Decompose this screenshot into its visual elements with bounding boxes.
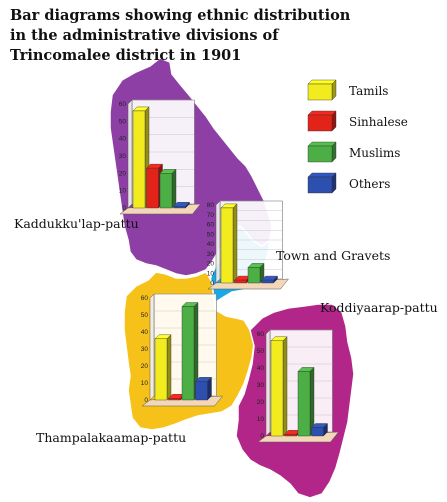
chart-tick-label: 30 [207, 251, 215, 258]
chart-bar-others [195, 376, 212, 401]
chart-bar-muslims [297, 366, 315, 437]
chart-bar-muslims [247, 262, 265, 284]
chart-tick-label: 10 [207, 270, 215, 277]
chart-tick-label: 10 [257, 416, 265, 423]
region-label-kaddukkulam: Kaddukku'lap-pattu [14, 216, 139, 231]
chart-tick-label: 60 [119, 101, 127, 108]
chart-thampalakaamam: 0 10 20 30 40 50 60 [141, 293, 224, 407]
chart-bar-tamils [154, 334, 172, 401]
chart-tick-label: 40 [207, 241, 215, 248]
chart-tick-label: 30 [119, 153, 127, 160]
legend-label-sinhalese: Sinhalese [349, 115, 408, 129]
chart-tick-label: 50 [257, 348, 265, 355]
chart-tick-label: 10 [141, 380, 149, 387]
chart-koddiyaaram: 0 10 20 30 40 50 60 [257, 329, 340, 443]
legend-label-tamils: Tamils [349, 84, 389, 98]
region-label-town-and-gravets: Town and Gravets [276, 248, 391, 263]
chart-town-and-gravets: 0 10 20 30 40 50 60 70 80 [207, 200, 290, 290]
chart-tick-label: 50 [207, 231, 215, 238]
chart-tick-label: 60 [207, 222, 215, 229]
chart-side-wall [215, 200, 221, 284]
chart-tick-label: 70 [207, 212, 215, 219]
chart-tick-label: 10 [119, 188, 127, 195]
chart-tick-label: 0 [122, 205, 126, 212]
region-label-koddiyaaram: Koddiyaarap-pattu [320, 300, 438, 315]
chart-bar-others [261, 275, 278, 284]
chart-tick-label: 40 [119, 136, 127, 143]
legend-label-muslims: Muslims [349, 146, 401, 160]
chart-tick-label: 0 [260, 433, 264, 440]
legend-swatch-others [307, 172, 337, 194]
chart-tick-label: 50 [141, 312, 149, 319]
chart-bar-others [311, 423, 328, 437]
chart-tick-label: 30 [141, 346, 149, 353]
chart-tick-label: 20 [207, 261, 215, 268]
chart-bar-muslims [159, 168, 177, 209]
legend-label-others: Others [349, 177, 391, 191]
region-label-thampalakaamam: Thampalakaamap-pattu [36, 430, 187, 445]
chart-tick-label: 30 [257, 382, 265, 389]
chart-bar-tamils [220, 203, 238, 284]
legend-swatch-sinhalese [307, 110, 337, 132]
chart-tick-label: 60 [257, 331, 265, 338]
chart-side-wall [127, 99, 133, 209]
chart-tick-label: 0 [144, 397, 148, 404]
chart-bar-tamils [270, 336, 288, 437]
chart-tick-label: 0 [210, 280, 214, 287]
chart-tick-label: 50 [119, 118, 127, 125]
title-line-3: Trincomalee district in 1901 [10, 47, 242, 64]
chart-kaddukkulam: 0 10 20 30 40 50 60 [119, 99, 202, 215]
chart-tick-label: 80 [207, 202, 215, 209]
chart-tick-label: 20 [141, 363, 149, 370]
chart-bar-others [173, 201, 190, 209]
map-title: Bar diagrams showing ethnic distribution… [10, 6, 351, 66]
chart-tick-label: 20 [257, 399, 265, 406]
chart-tick-label: 20 [119, 170, 127, 177]
legend-swatch-muslims [307, 141, 337, 163]
title-line-2: in the administrative divisions of [10, 27, 279, 44]
chart-side-wall [265, 329, 271, 437]
legend-swatch-tamils [307, 79, 337, 101]
chart-tick-label: 60 [141, 295, 149, 302]
chart-tick-label: 40 [257, 365, 265, 372]
title-line-1: Bar diagrams showing ethnic distribution [10, 7, 351, 24]
chart-side-wall [149, 293, 155, 401]
chart-tick-label: 40 [141, 329, 149, 336]
